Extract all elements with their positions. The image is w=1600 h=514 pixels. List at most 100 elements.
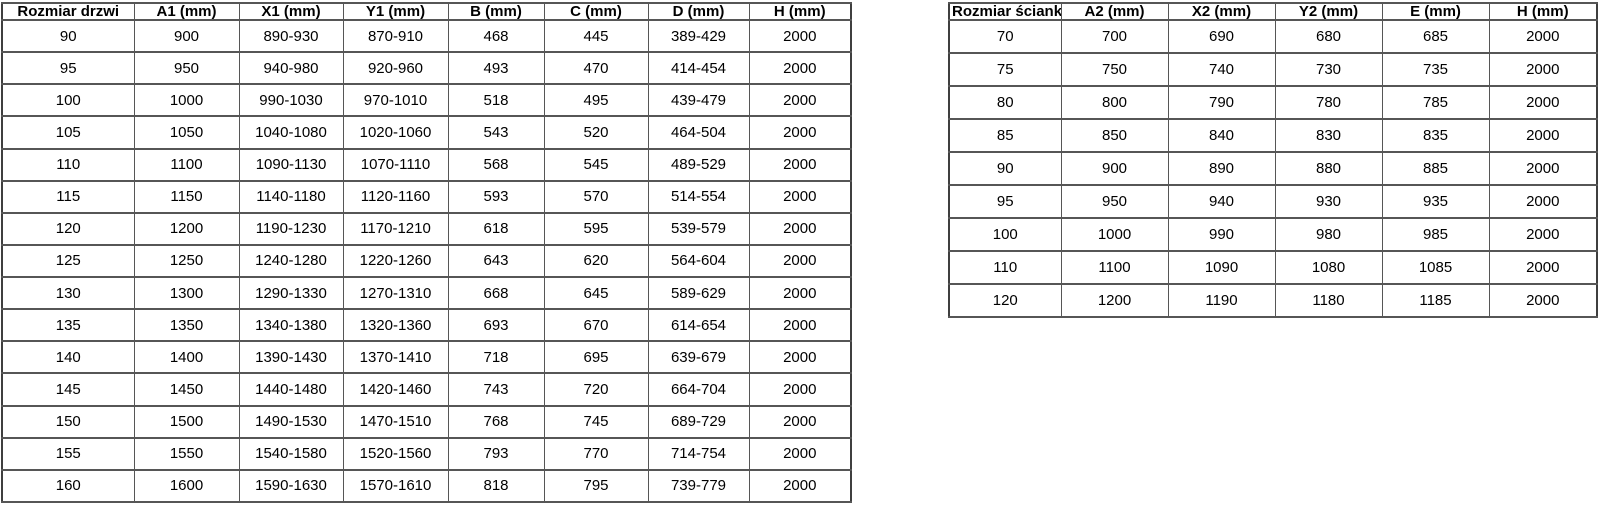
table-cell: 100 (948, 217, 1062, 252)
table-cell: 489-529 (647, 147, 750, 182)
table-cell: 120 (948, 283, 1062, 318)
table-cell: 740 (1167, 52, 1276, 87)
table-cell: 120 (1, 211, 135, 246)
table-cell: 1100 (133, 147, 240, 182)
table-cell: 1570-1610 (342, 468, 449, 504)
table-cell: 470 (543, 51, 649, 86)
table-cell: 735 (1381, 52, 1490, 87)
column-header: Rozmiar ścianki (948, 2, 1062, 21)
table-cell: 564-604 (647, 243, 750, 279)
table-row: 145 1450 1440-1480 1420-1460 743 720 664-704 20… (1, 372, 852, 407)
table-cell: 940-980 (238, 51, 344, 86)
table-row: 95 950 940 930 935 2000 (948, 184, 1598, 219)
table-cell: 920-960 (342, 51, 449, 86)
table-cell: 1390-1430 (238, 340, 344, 375)
table-row: 95 950 940-980 920-960 493 470 414-454 2000 (1, 51, 852, 86)
table-cell: 2000 (1488, 283, 1598, 318)
table-cell: 2000 (1488, 217, 1598, 252)
table-cell: 2000 (1488, 19, 1598, 54)
table-cell: 643 (447, 243, 545, 279)
table-cell: 818 (447, 468, 545, 504)
table-row: 75 750 740 730 735 2000 (948, 52, 1598, 87)
table-cell: 695 (543, 340, 649, 375)
table-cell: 115 (1, 179, 135, 214)
table-cell: 2000 (748, 275, 852, 311)
table-cell: 985 (1381, 217, 1490, 252)
header-row: Rozmiar ścianki A2 (mm) X2 (mm) Y2 (mm) E (m… (948, 2, 1598, 21)
column-header: A1 (mm) (133, 2, 240, 21)
table-cell: 2000 (748, 147, 852, 182)
table-cell: 785 (1381, 85, 1490, 120)
table-cell: 135 (1, 308, 135, 343)
table-cell: 1220-1260 (342, 243, 449, 279)
table-cell: 680 (1274, 19, 1383, 54)
table-cell: 693 (447, 308, 545, 343)
table-cell: 1020-1060 (342, 115, 449, 150)
table-cell: 1240-1280 (238, 243, 344, 279)
table-cell: 1300 (133, 275, 240, 311)
table-cell: 1200 (1060, 283, 1169, 318)
table-cell: 670 (543, 308, 649, 343)
table-cell: 1420-1460 (342, 372, 449, 407)
table-cell: 1370-1410 (342, 340, 449, 375)
table-cell: 950 (1060, 184, 1169, 219)
table-cell: 150 (1, 404, 135, 439)
table-cell: 2000 (748, 243, 852, 279)
table-row: 115 1150 1140-1180 1120-1160 593 570 514-554 20… (1, 179, 852, 214)
table-row: 120 1200 1190-1230 1170-1210 618 595 539-579 20… (1, 211, 852, 246)
table-cell: 1180 (1274, 283, 1383, 318)
table-cell: 130 (1, 275, 135, 311)
table-cell: 2000 (748, 404, 852, 439)
header-row: Rozmiar drzwi A1 (mm) X1 (mm) Y1 (mm) B (mm)… (1, 2, 852, 21)
table-cell: 2000 (1488, 184, 1598, 219)
table-cell: 1140-1180 (238, 179, 344, 214)
table-cell: 790 (1167, 85, 1276, 120)
table-row: 135 1350 1340-1380 1320-1360 693 670 614-654 20… (1, 308, 852, 343)
table-cell: 980 (1274, 217, 1383, 252)
table-cell: 2000 (748, 468, 852, 504)
table-cell: 1080 (1274, 250, 1383, 285)
table-cell: 1190 (1167, 283, 1276, 318)
table-cell: 514-554 (647, 179, 750, 214)
table-row: 160 1600 1590-1630 1570-1610 818 795 739-779 20… (1, 468, 852, 504)
column-header: A2 (mm) (1060, 2, 1169, 21)
table-row: 120 1200 1190 1180 1185 2000 (948, 283, 1598, 318)
table-cell: 1320-1360 (342, 308, 449, 343)
table-cell: 1540-1580 (238, 436, 344, 471)
table-cell: 2000 (748, 340, 852, 375)
column-header: Y2 (mm) (1274, 2, 1383, 21)
table-cell: 1450 (133, 372, 240, 407)
table-cell: 85 (948, 118, 1062, 153)
table-cell: 850 (1060, 118, 1169, 153)
table-cell: 1500 (133, 404, 240, 439)
table-cell: 1490-1530 (238, 404, 344, 439)
table-cell: 493 (447, 51, 545, 86)
table-cell: 70 (948, 19, 1062, 54)
table-cell: 1090-1130 (238, 147, 344, 182)
table-cell: 2000 (748, 179, 852, 214)
table-cell: 100 (1, 83, 135, 118)
column-header: B (mm) (447, 2, 545, 21)
table-cell: 2000 (1488, 85, 1598, 120)
table-cell: 685 (1381, 19, 1490, 54)
table-cell: 1170-1210 (342, 211, 449, 246)
wall-size-table: Rozmiar ścianki A2 (mm) X2 (mm) Y2 (mm) E (m… (948, 2, 1598, 318)
table-cell: 1120-1160 (342, 179, 449, 214)
table-cell: 739-779 (647, 468, 750, 504)
table-cell: 568 (447, 147, 545, 182)
table-cell: 800 (1060, 85, 1169, 120)
table-cell: 1150 (133, 179, 240, 214)
table-cell: 2000 (748, 436, 852, 471)
table-cell: 105 (1, 115, 135, 150)
table-cell: 125 (1, 243, 135, 279)
table-cell: 900 (1060, 151, 1169, 186)
table-row: 100 1000 990 980 985 2000 (948, 217, 1598, 252)
table-cell: 593 (447, 179, 545, 214)
table-row: 90 900 890-930 870-910 468 445 389-429 2000 (1, 18, 852, 54)
table-cell: 689-729 (647, 404, 750, 439)
table-cell: 793 (447, 436, 545, 471)
table-row: 105 1050 1040-1080 1020-1060 543 520 464-504 20… (1, 115, 852, 150)
table-cell: 468 (447, 18, 545, 54)
table-cell: 570 (543, 179, 649, 214)
